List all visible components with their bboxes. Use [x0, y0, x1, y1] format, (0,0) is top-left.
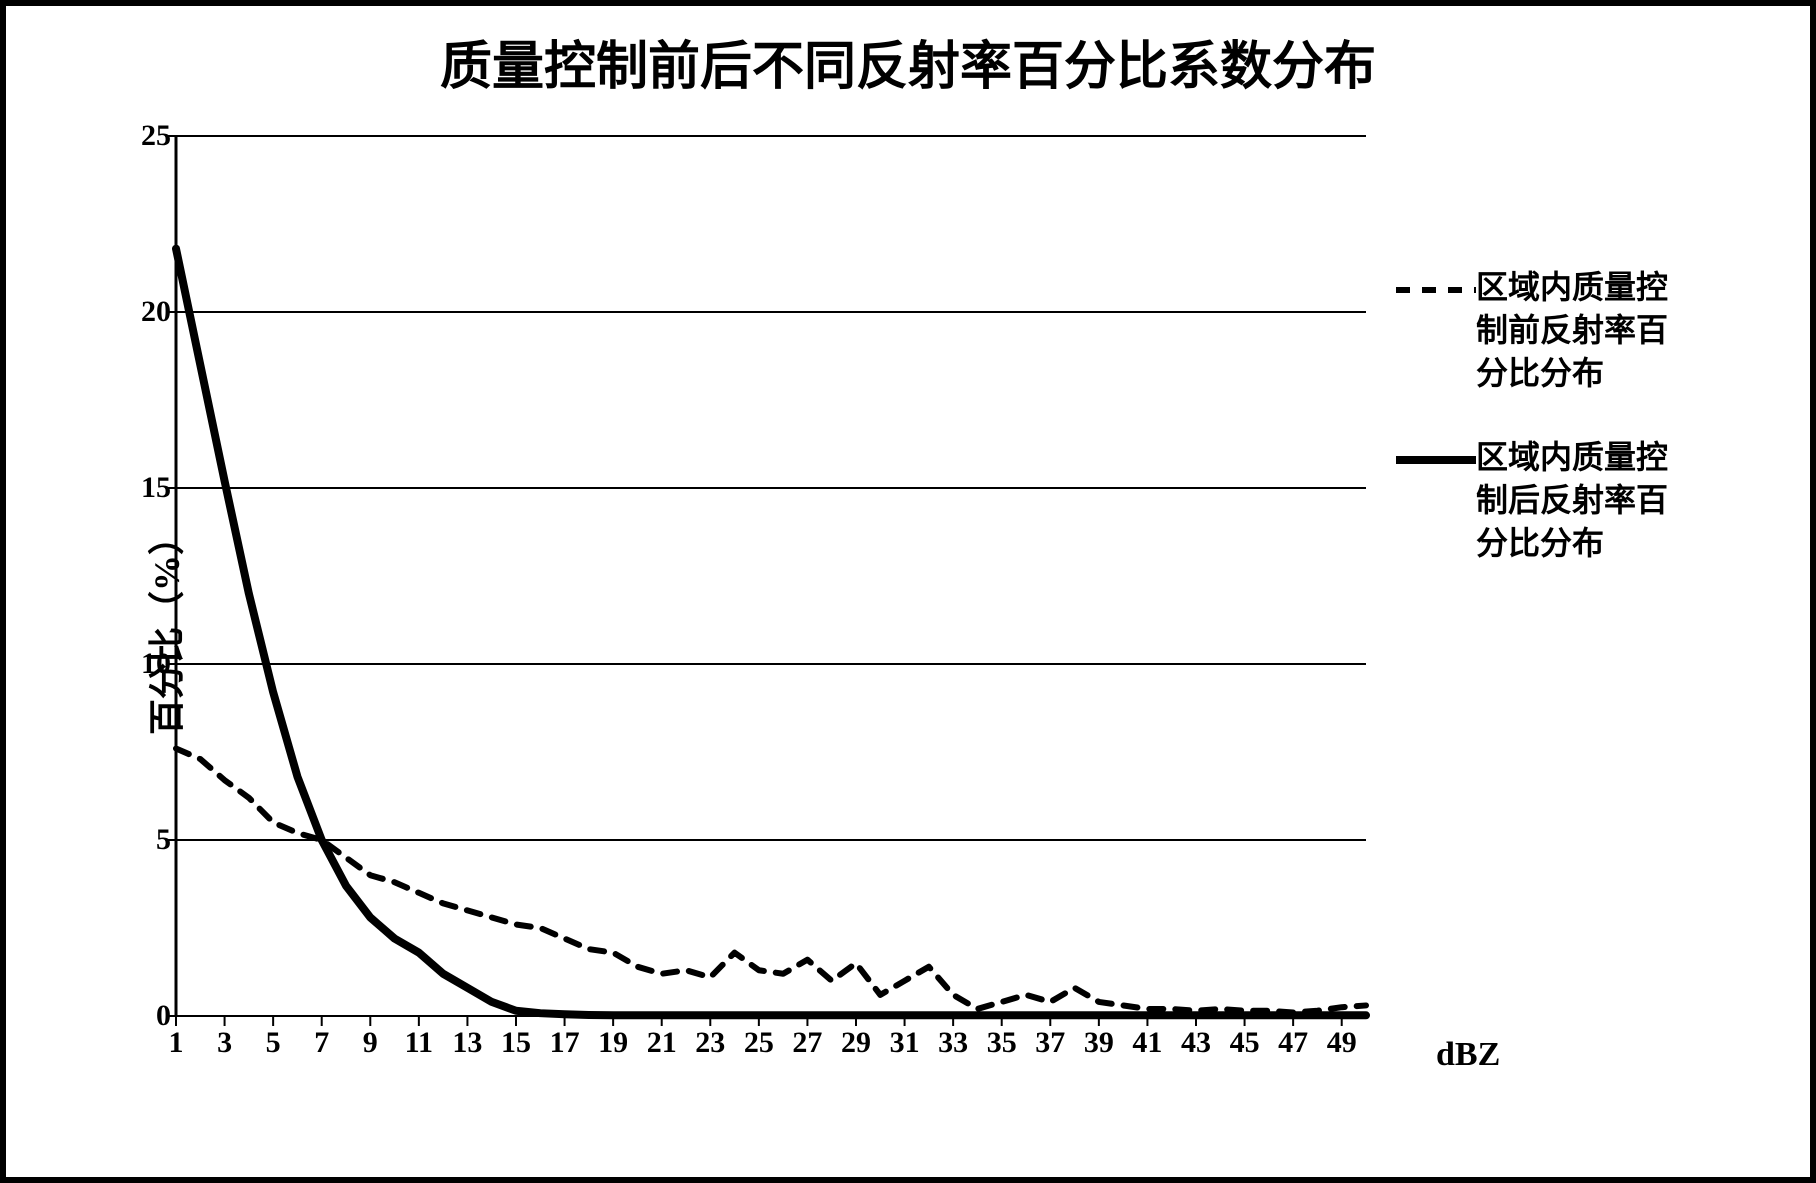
x-axis-label: dBZ [1436, 1036, 1500, 1074]
x-tick-label: 11 [405, 1026, 433, 1060]
x-tick-label: 9 [363, 1026, 378, 1060]
chart-title: 质量控制前后不同反射率百分比系数分布 [6, 24, 1810, 99]
x-tick-label: 45 [1230, 1026, 1260, 1060]
x-tick-label: 37 [1035, 1026, 1065, 1060]
x-tick-label: 23 [695, 1026, 725, 1060]
legend-item-1: 区域内质量控制后反射率百分比分布 [1396, 436, 1726, 566]
x-tick-label: 43 [1181, 1026, 1211, 1060]
plot-svg [176, 136, 1366, 1016]
x-tick-label: 39 [1084, 1026, 1114, 1060]
x-tick-label: 47 [1278, 1026, 1308, 1060]
x-tick-label: 15 [501, 1026, 531, 1060]
x-tick-label: 1 [169, 1026, 184, 1060]
series-line-0 [176, 748, 1366, 1012]
x-tick-label: 27 [792, 1026, 822, 1060]
legend-label: 区域内质量控制前反射率百分比分布 [1476, 266, 1686, 396]
legend-label: 区域内质量控制后反射率百分比分布 [1476, 436, 1686, 566]
plot-area [176, 136, 1366, 1016]
x-tick-label: 13 [452, 1026, 482, 1060]
x-tick-label: 17 [550, 1026, 580, 1060]
x-tick-label: 29 [841, 1026, 871, 1060]
legend-swatch [1396, 450, 1476, 470]
x-tick-label: 41 [1132, 1026, 1162, 1060]
chart-frame: 质量控制前后不同反射率百分比系数分布 百分比（%） 0510152025 135… [0, 0, 1816, 1183]
x-tick-label: 21 [647, 1026, 677, 1060]
x-tick-label: 7 [314, 1026, 329, 1060]
chart-wrap: 百分比（%） 0510152025 1357911131517192123252… [66, 116, 1770, 1137]
x-ticks: 1357911131517192123252729313335373941434… [176, 1026, 1366, 1086]
x-tick-label: 35 [987, 1026, 1017, 1060]
x-tick-label: 19 [598, 1026, 628, 1060]
x-tick-label: 33 [938, 1026, 968, 1060]
legend-swatch [1396, 280, 1476, 300]
legend-item-0: 区域内质量控制前反射率百分比分布 [1396, 266, 1726, 396]
x-tick-label: 25 [744, 1026, 774, 1060]
x-tick-label: 5 [266, 1026, 281, 1060]
x-tick-label: 3 [217, 1026, 232, 1060]
legend: 区域内质量控制前反射率百分比分布区域内质量控制后反射率百分比分布 [1396, 266, 1726, 605]
x-tick-label: 49 [1327, 1026, 1357, 1060]
y-ticks: 0510152025 [116, 136, 171, 1016]
x-tick-label: 31 [890, 1026, 920, 1060]
series-line-1 [176, 249, 1366, 1016]
